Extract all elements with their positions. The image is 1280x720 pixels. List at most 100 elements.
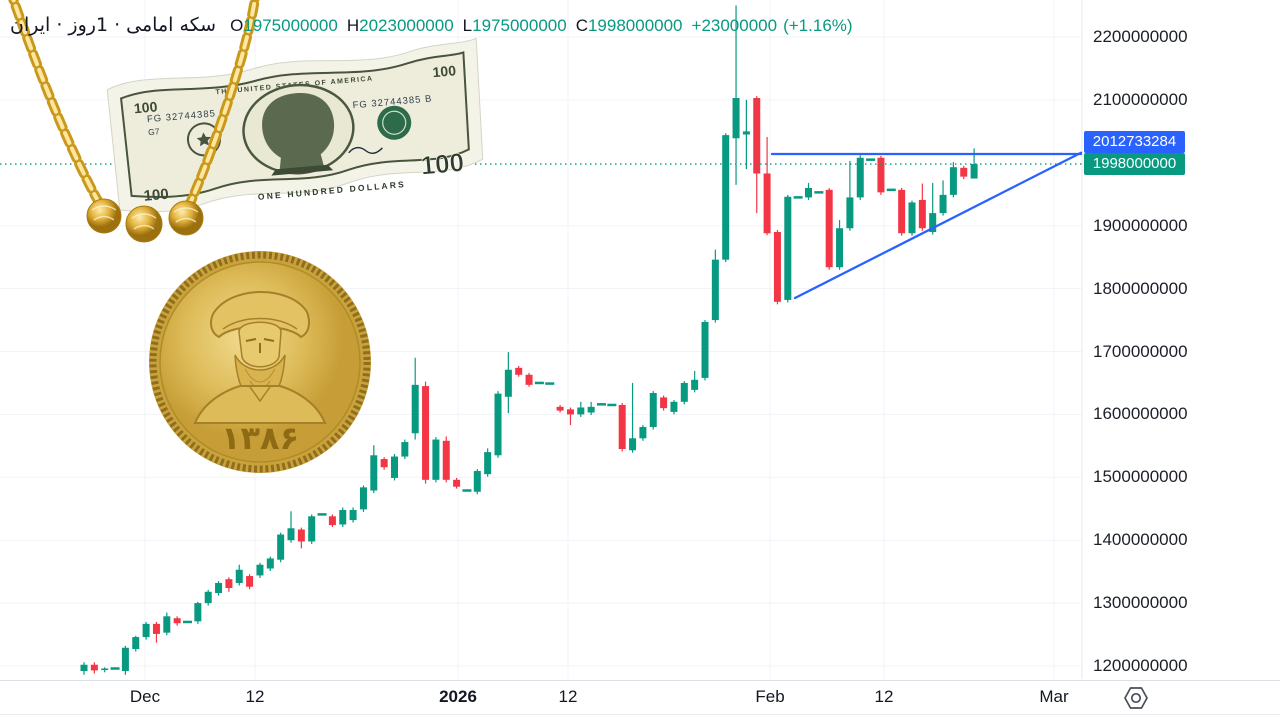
- candlestick-chart[interactable]: [0, 0, 1280, 680]
- candle-body: [949, 167, 957, 195]
- candle-doji-dash: [607, 403, 617, 407]
- candle-body: [215, 582, 223, 594]
- close-label: C: [575, 16, 588, 35]
- low-label: L: [462, 16, 473, 35]
- candle-body: [328, 516, 336, 526]
- candle-doji-dash: [793, 196, 803, 199]
- candle-body: [142, 623, 150, 638]
- candle-body: [484, 452, 492, 475]
- candle-doji-dash: [534, 381, 544, 385]
- candle-body: [411, 384, 419, 434]
- candle-body: [618, 404, 626, 449]
- candle-body: [732, 98, 740, 139]
- candle-body: [349, 510, 357, 521]
- candle-body: [442, 440, 450, 480]
- low-value: 1975000000: [472, 16, 567, 35]
- candle-body: [825, 189, 833, 268]
- candle-doji-dash: [597, 403, 606, 406]
- candle-body: [204, 591, 212, 604]
- candle-body: [680, 382, 688, 402]
- price-tick-label: 1300000000: [1093, 593, 1188, 613]
- candle-doji-dash: [886, 188, 896, 192]
- candle-body: [660, 397, 668, 409]
- symbol-header: سکه امامی · 1روز · ایران O 1975000000 H …: [10, 14, 859, 36]
- candle-body: [918, 199, 926, 229]
- axis-settings-icon[interactable]: [1121, 685, 1151, 711]
- candle-body: [152, 623, 160, 634]
- candle-body: [763, 173, 771, 234]
- candle-body: [929, 213, 937, 232]
- open-value: 1975000000: [243, 16, 338, 35]
- last-price-label: 1998000000: [1084, 153, 1185, 175]
- candle-body: [132, 637, 140, 650]
- candle-body: [970, 164, 978, 179]
- candle-body: [691, 379, 699, 390]
- candle-body: [742, 131, 750, 135]
- time-axis[interactable]: Dec 12 2026 12 Feb 12 Mar: [0, 680, 1280, 715]
- candle-body: [453, 479, 461, 487]
- candle-body: [401, 442, 409, 457]
- candle-body: [898, 189, 906, 234]
- candle-body: [525, 374, 533, 385]
- candle-body: [339, 510, 347, 525]
- candle-body: [649, 393, 657, 427]
- candle-doji-dash: [866, 158, 876, 161]
- last-price-value: 1998000000: [1092, 155, 1177, 172]
- candle-doji-dash: [183, 620, 192, 624]
- time-tick-label: 2026: [439, 687, 477, 706]
- candle-body: [639, 426, 647, 439]
- trend-line: [793, 151, 1083, 300]
- crosshair-price-value: 2012733284: [1092, 133, 1177, 150]
- time-tick-label: 12: [874, 687, 894, 706]
- candle-body: [494, 393, 502, 456]
- price-tick-label: 1700000000: [1093, 341, 1188, 361]
- price-tick-label: 1200000000: [1093, 656, 1188, 675]
- candle-body: [90, 664, 98, 671]
- price-tick-label: 2100000000: [1093, 89, 1188, 109]
- candle-body: [773, 231, 781, 302]
- high-label: H: [346, 16, 360, 35]
- candle-body: [722, 135, 730, 260]
- candle-body: [101, 668, 109, 671]
- candle-body: [939, 194, 947, 214]
- candle-body: [277, 534, 285, 560]
- candle-body: [753, 98, 761, 174]
- open-label: O: [230, 16, 244, 35]
- candle-body: [587, 406, 595, 413]
- candle-body: [256, 564, 264, 576]
- candle-body: [422, 386, 430, 480]
- candle-body: [391, 456, 398, 478]
- candle-body: [308, 516, 316, 542]
- candle-body: [432, 439, 440, 480]
- candle-body: [225, 579, 233, 589]
- time-tick-label: Dec: [129, 687, 161, 706]
- candle-body: [856, 157, 864, 198]
- candle-body: [235, 569, 243, 583]
- candle-body: [173, 618, 181, 624]
- candle-doji-dash: [814, 191, 824, 194]
- candle-doji-dash: [462, 489, 472, 492]
- candle-doji-dash: [110, 667, 120, 670]
- candle-body: [370, 455, 378, 491]
- ohlc-readout: O 1975000000 H 2023000000 L 1975000000 C…: [230, 16, 858, 36]
- candle-body: [836, 228, 844, 268]
- candle-body: [515, 367, 523, 375]
- candle-body: [297, 529, 305, 542]
- time-tick-label: Mar: [1039, 687, 1069, 706]
- candle-body: [504, 369, 512, 397]
- price-tick-label: 1400000000: [1093, 530, 1188, 550]
- candle-body: [359, 487, 367, 510]
- change-value: +23000000: [691, 16, 778, 35]
- candle-body: [784, 196, 792, 300]
- candle-body: [670, 401, 678, 412]
- time-tick-label: 12: [558, 687, 578, 706]
- candle-body: [711, 259, 719, 321]
- candle-body: [629, 438, 637, 451]
- candle-doji-dash: [545, 382, 555, 385]
- candle-body: [246, 576, 254, 587]
- symbol-title[interactable]: سکه امامی · 1روز · ایران: [10, 14, 217, 36]
- candle-body: [266, 558, 274, 569]
- candle-body: [473, 471, 481, 492]
- candle-body: [846, 197, 854, 229]
